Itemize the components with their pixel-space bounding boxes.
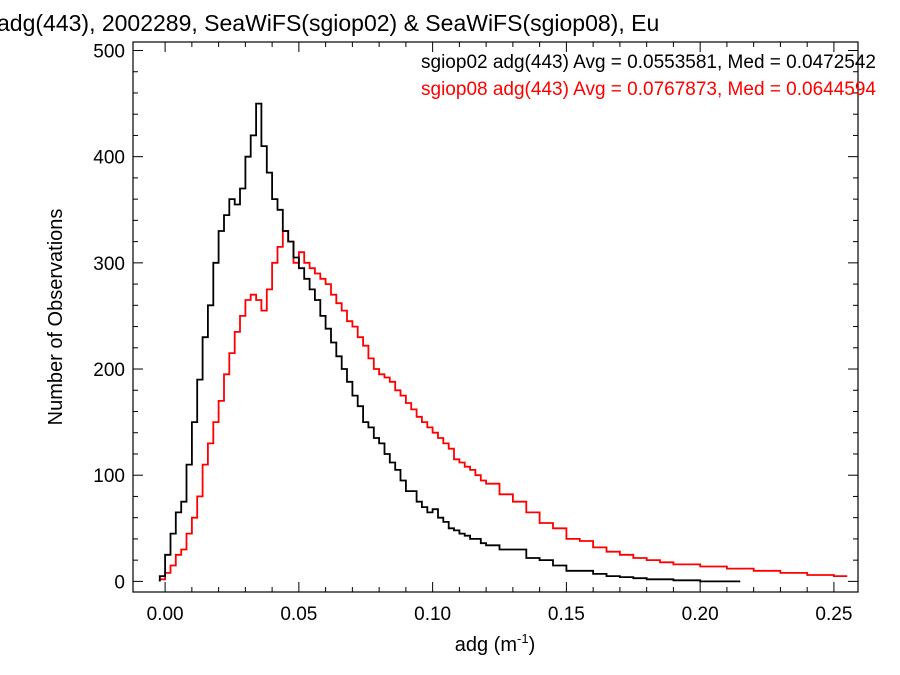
series-layer bbox=[158, 102, 848, 583]
y-axis-label: Number of Observations bbox=[45, 209, 67, 426]
y-tick-label: 200 bbox=[93, 360, 125, 381]
chart-title: adg(443), 2002289, SeaWiFS(sgiop02) & Se… bbox=[0, 10, 659, 36]
x-tick-label: 0.00 bbox=[147, 604, 184, 625]
x-tick-label: 0.15 bbox=[548, 604, 585, 625]
y-tick-label: 500 bbox=[93, 41, 125, 62]
x-tick-label: 0.05 bbox=[280, 604, 317, 625]
legend-entry-sgiop02: sgiop02 adg(443) Avg = 0.0553581, Med = … bbox=[421, 52, 876, 73]
y-tick-label: 300 bbox=[93, 254, 125, 275]
legend-entry-sgiop08: sgiop08 adg(443) Avg = 0.0767873, Med = … bbox=[421, 79, 876, 100]
x-axis-label-suffix: ) bbox=[529, 634, 536, 656]
x-axis-label: adg (m-1) bbox=[455, 631, 535, 656]
y-tick-label: 0 bbox=[114, 572, 125, 593]
x-axis-label-main: adg (m bbox=[455, 634, 517, 656]
x-axis: 0.00 0.05 0.10 0.15 0.20 0.25 bbox=[147, 42, 852, 625]
plot-frame bbox=[132, 41, 859, 593]
x-tick-label: 0.20 bbox=[682, 604, 719, 625]
y-tick-label: 400 bbox=[93, 148, 125, 169]
x-tick-label: 0.25 bbox=[815, 604, 852, 625]
y-axis: 0 100 200 300 400 500 bbox=[93, 41, 858, 593]
x-axis-label-superscript: -1 bbox=[517, 631, 529, 646]
series-line-sgiop02 bbox=[158, 102, 741, 583]
y-tick-label: 100 bbox=[93, 466, 125, 487]
x-tick-label: 0.10 bbox=[414, 604, 451, 625]
series-line-sgiop08 bbox=[158, 230, 848, 582]
